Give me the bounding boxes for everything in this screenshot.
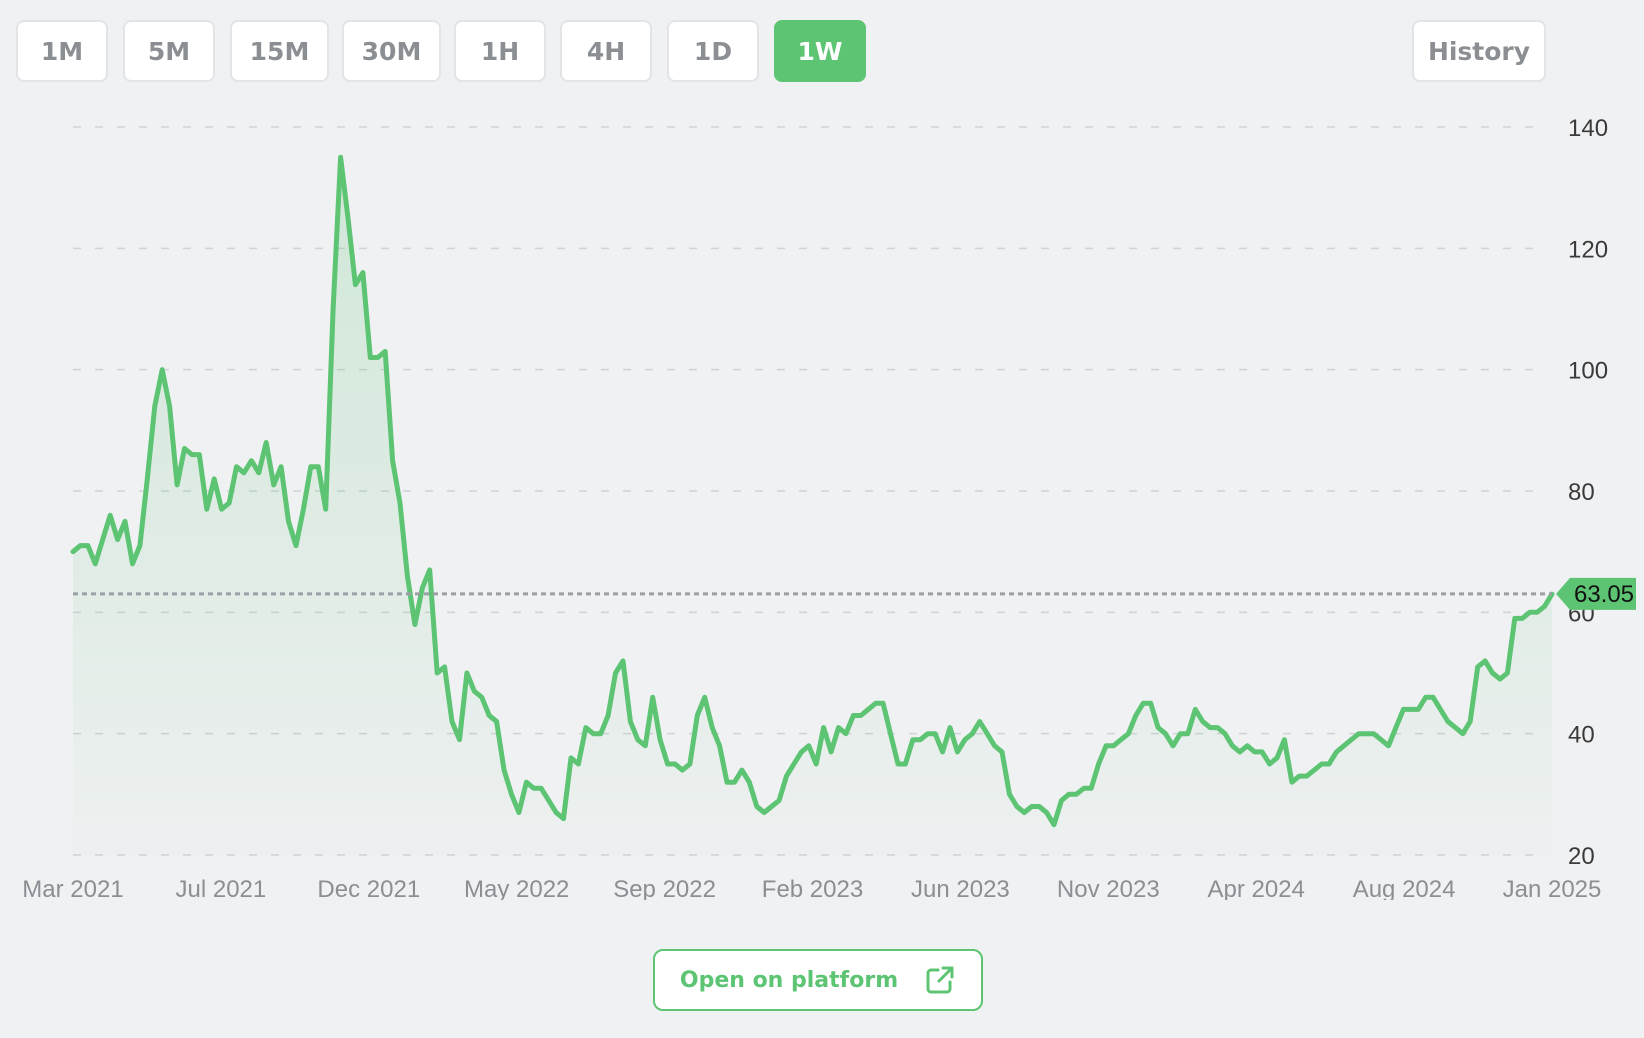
y-tick-label: 120 <box>1568 236 1608 263</box>
price-area <box>73 157 1552 856</box>
history-button[interactable]: History <box>1412 20 1546 82</box>
current-price-label: 63.05 <box>1574 581 1634 608</box>
current-price-marker[interactable]: 63.05 <box>73 577 1636 610</box>
x-tick-label: Apr 2024 <box>1207 876 1304 900</box>
x-tick-label: Mar 2021 <box>22 876 123 900</box>
y-tick-label: 40 <box>1568 722 1595 749</box>
x-tick-label: Dec 2021 <box>317 876 420 900</box>
timeframe-button-1d[interactable]: 1D <box>667 20 759 82</box>
open-on-platform-label: Open on platform <box>679 967 899 993</box>
price-line <box>70 154 1555 828</box>
x-tick-label: Feb 2023 <box>762 876 863 900</box>
timeframe-button-5m[interactable]: 5M <box>123 20 215 82</box>
x-tick-label: Jun 2023 <box>911 876 1010 900</box>
series-line <box>70 154 1555 828</box>
x-tick-label: Nov 2023 <box>1057 876 1160 900</box>
timeframe-button-30m[interactable]: 30M <box>342 20 441 82</box>
y-tick-label: 20 <box>1568 843 1595 870</box>
timeframe-button-15m[interactable]: 15M <box>230 20 329 82</box>
x-tick-label: Sep 2022 <box>613 876 716 900</box>
current-price-badge <box>1556 577 1636 610</box>
open-on-platform-button[interactable]: Open on platform <box>653 949 983 1011</box>
timeframe-button-4h[interactable]: 4H <box>560 20 652 82</box>
x-axis: Mar 2021 Jul 2021 Dec 2021 May 2022 Sep 2022… <box>22 876 1601 900</box>
timeframe-button-1w[interactable]: 1W <box>774 20 866 82</box>
area-fill <box>73 157 1552 856</box>
y-tick-label: 140 <box>1568 115 1608 142</box>
x-tick-label: Aug 2024 <box>1353 876 1456 900</box>
y-tick-label: 80 <box>1568 479 1595 506</box>
x-tick-label: May 2022 <box>464 876 569 900</box>
timeframe-button-1h[interactable]: 1H <box>454 20 546 82</box>
external-link-icon <box>924 964 956 996</box>
timeframe-button-1m[interactable]: 1M <box>16 20 108 82</box>
y-tick-label: 100 <box>1568 358 1608 385</box>
x-tick-label: Jul 2021 <box>176 876 267 900</box>
x-tick-label: Jan 2025 <box>1503 876 1602 900</box>
